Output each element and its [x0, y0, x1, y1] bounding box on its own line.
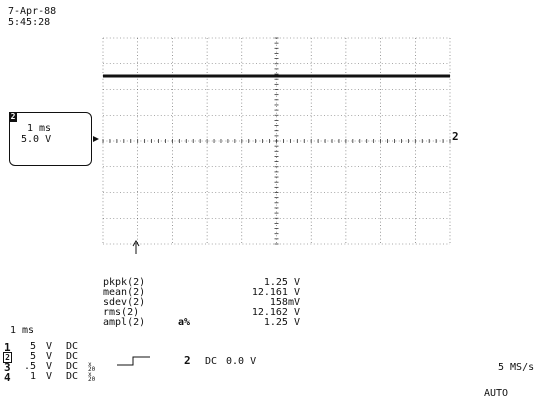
channel-coupling: DC: [66, 361, 79, 372]
measurement-name: rms(2): [103, 307, 140, 318]
trace-marker-right: 2: [452, 130, 459, 143]
trace-channel-badge: 2: [9, 112, 17, 122]
measurement-row: sdev(2) 158mV: [0, 297, 300, 308]
measurement-value: 158mV: [269, 297, 300, 308]
channel-number: 3: [4, 361, 11, 374]
channel-number: 1: [4, 341, 11, 354]
measurement-value: 12.161 V: [251, 287, 300, 298]
channel-coupling: DC: [66, 341, 79, 352]
trigger-edge-icon: [117, 356, 150, 366]
time-label: 5:45:28: [8, 17, 51, 28]
measurement-name: ampl(2): [103, 317, 146, 328]
channel-coupling: DC: [66, 351, 79, 362]
trigger-level: 0.0 V: [226, 356, 257, 367]
trigger-source: 2: [184, 354, 191, 367]
channel-number-selected: 2: [3, 352, 12, 363]
measurement-value: 1.25 V: [263, 317, 300, 328]
date-label: 7-Apr-88: [8, 6, 57, 17]
channel-row-2: 2 5 V DC: [0, 351, 110, 363]
channel-probe-factor: x 20: [88, 371, 96, 383]
measurement-name: sdev(2): [103, 297, 146, 308]
channel-probe-factor: x 20: [88, 361, 96, 373]
channel-row-4: 4 1 V DC x 20: [0, 371, 110, 384]
channel-scale: 5: [29, 351, 36, 362]
measurement-name: pkpk(2): [103, 277, 146, 288]
trigger-coupling: DC: [205, 356, 218, 367]
measurement-value: 1.25 V: [263, 277, 300, 288]
ground-marker-arrow: [93, 136, 99, 142]
channel-row-3: 3 .5 V DC x 20: [0, 361, 110, 374]
trace-volts: 5.0 V: [21, 134, 52, 145]
timebase-label: 1 ms: [10, 325, 35, 336]
channel-scale: 5: [29, 341, 36, 352]
measurement-row: mean(2) 12.161 V: [0, 287, 300, 298]
measurement-row: pkpk(2) 1.25 V: [0, 277, 300, 288]
measurement-name: mean(2): [103, 287, 146, 298]
trace-timebase: 1 ms: [27, 123, 52, 134]
measurement-flag: a%: [178, 317, 191, 328]
measurement-row: ampl(2) a% 1.25 V: [0, 317, 300, 328]
trace-info-box: 2 1 ms 5.0 V: [9, 112, 92, 166]
measurement-value: 12.162 V: [251, 307, 300, 318]
channel-unit: V: [46, 371, 53, 382]
channel-scale: .5: [24, 361, 37, 372]
channel-unit: V: [46, 361, 53, 372]
measurement-row: rms(2) 12.162 V: [0, 307, 300, 318]
channel-row-1: 1 5 V DC: [0, 341, 110, 354]
channel-scale: 1: [29, 371, 36, 382]
channel-unit: V: [46, 351, 53, 362]
channel-coupling: DC: [66, 371, 79, 382]
trigger-position-arrowhead: [132, 240, 140, 247]
channel-unit: V: [46, 341, 53, 352]
sample-rate: 5 MS/s: [498, 362, 535, 373]
channel-number: 4: [4, 371, 11, 384]
trigger-mode: AUTO: [484, 388, 509, 399]
